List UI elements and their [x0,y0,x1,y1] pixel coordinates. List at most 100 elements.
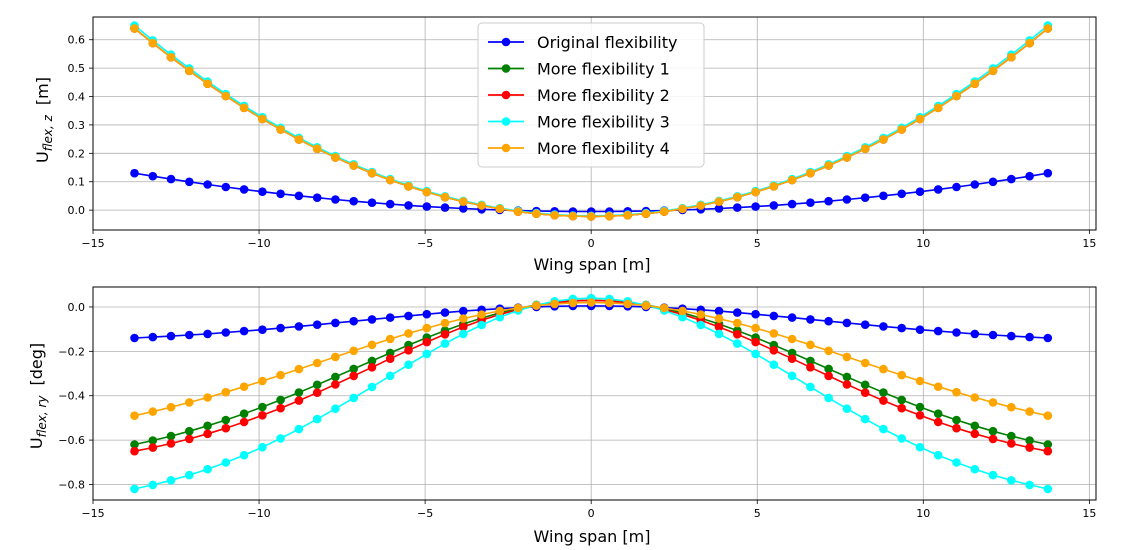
bottom-data-point [915,442,925,452]
bottom-data-point [185,470,194,480]
bottom-data-point [751,337,760,347]
bottom-data-point [148,480,158,490]
bottom-data-point [824,393,833,403]
bottom-data-point [166,439,176,448]
bottom-data-point [258,376,267,386]
bottom-data-point [714,314,724,323]
bottom-data-point [751,349,760,359]
top-data-point [733,203,742,212]
bottom-data-point [440,308,450,317]
legend-marker [501,117,511,126]
bottom-data-point [988,470,998,480]
bottom-data-point [970,464,980,474]
bottom-data-point [331,318,340,328]
top-x-tick-label: 0 [588,237,595,250]
bottom-data-point [787,354,797,364]
bottom-data-point [477,310,486,319]
bottom-data-point [769,311,779,321]
bottom-data-point [312,358,322,368]
bottom-data-point [367,356,377,366]
top-data-point [166,52,176,62]
top-data-point [860,144,870,153]
bottom-data-point [367,315,377,324]
bottom-data-point [915,376,925,386]
bottom-data-point [221,415,231,425]
top-data-point [276,189,285,199]
top-data-point [1025,171,1034,181]
bottom-data-point [842,380,852,389]
bottom-data-point [239,417,249,427]
top-data-point [312,144,322,153]
top-y-tick-label: 0.0 [68,204,86,217]
top-series-group [130,21,1053,221]
top-data-point [897,189,906,199]
top-data-point [952,91,961,101]
legend-marker [501,90,511,100]
top-data-point [933,185,943,194]
bottom-data-point [166,402,176,412]
bottom-data-point [806,382,815,392]
bottom-data-point [166,476,176,485]
top-x-tick-label: 5 [754,237,761,250]
top-data-point [970,79,980,88]
top-data-point [148,38,158,48]
bottom-data-point [824,364,833,374]
bottom-data-point [221,458,231,467]
bottom-data-point [714,322,724,332]
top-data-point [239,103,249,113]
bottom-data-point [276,434,285,443]
bottom-data-point [933,450,943,460]
bottom-data-point [385,334,395,344]
bottom-data-point [385,313,395,322]
bottom-data-point [787,334,797,344]
bottom-data-point [349,371,359,381]
bottom-data-point [148,443,158,452]
bottom-data-point [879,388,888,397]
bottom-data-point [276,323,285,333]
legend-marker [501,143,511,153]
bottom-data-point [221,423,231,433]
legend: Original flexibility More flexibility 1 Mo… [477,22,705,168]
bottom-x-tick-label: −15 [81,507,104,520]
bottom-data-point [860,358,870,368]
bottom-data-point [696,310,706,319]
top-data-point [404,182,413,191]
top-y-axis-label: Uflex, z[m] [33,77,55,163]
bottom-data-point [970,393,980,402]
bottom-data-point [349,393,359,403]
bottom-data-point [1025,436,1034,445]
bottom-data-point [385,354,395,364]
top-y-tick-label: 0.1 [68,176,86,189]
top-y-tick-label: 0.2 [68,147,86,160]
top-data-point [331,195,340,204]
top-data-point [915,187,925,196]
bottom-data-point [952,387,961,397]
bottom-data-point [988,426,998,436]
bottom-data-point [130,446,139,456]
top-data-point [1043,24,1053,33]
top-data-point [367,198,377,207]
bottom-data-point [1007,402,1016,412]
bottom-data-point [897,370,906,380]
bottom-data-point [952,328,961,337]
top-data-point [495,204,505,214]
bottom-data-point [806,356,815,366]
bottom-data-point [312,380,322,390]
top-data-point [1007,52,1016,62]
top-data-point [331,153,340,162]
top-x-tick-label: −5 [417,237,433,250]
bottom-data-point [239,382,249,392]
bottom-data-point [258,325,267,335]
bottom-data-point [221,387,231,397]
bottom-data-point [879,424,888,434]
bottom-data-point [1025,480,1034,490]
top-data-point [787,175,797,185]
top-data-point [258,114,267,124]
legend-item-5: More flexibility 4 [488,139,670,158]
bottom-data-point [860,380,870,390]
top-data-point [751,187,760,197]
top-data-point [166,174,176,184]
bottom-data-point [605,298,614,308]
bottom-data-point [532,301,541,310]
top-data-point [714,197,724,206]
